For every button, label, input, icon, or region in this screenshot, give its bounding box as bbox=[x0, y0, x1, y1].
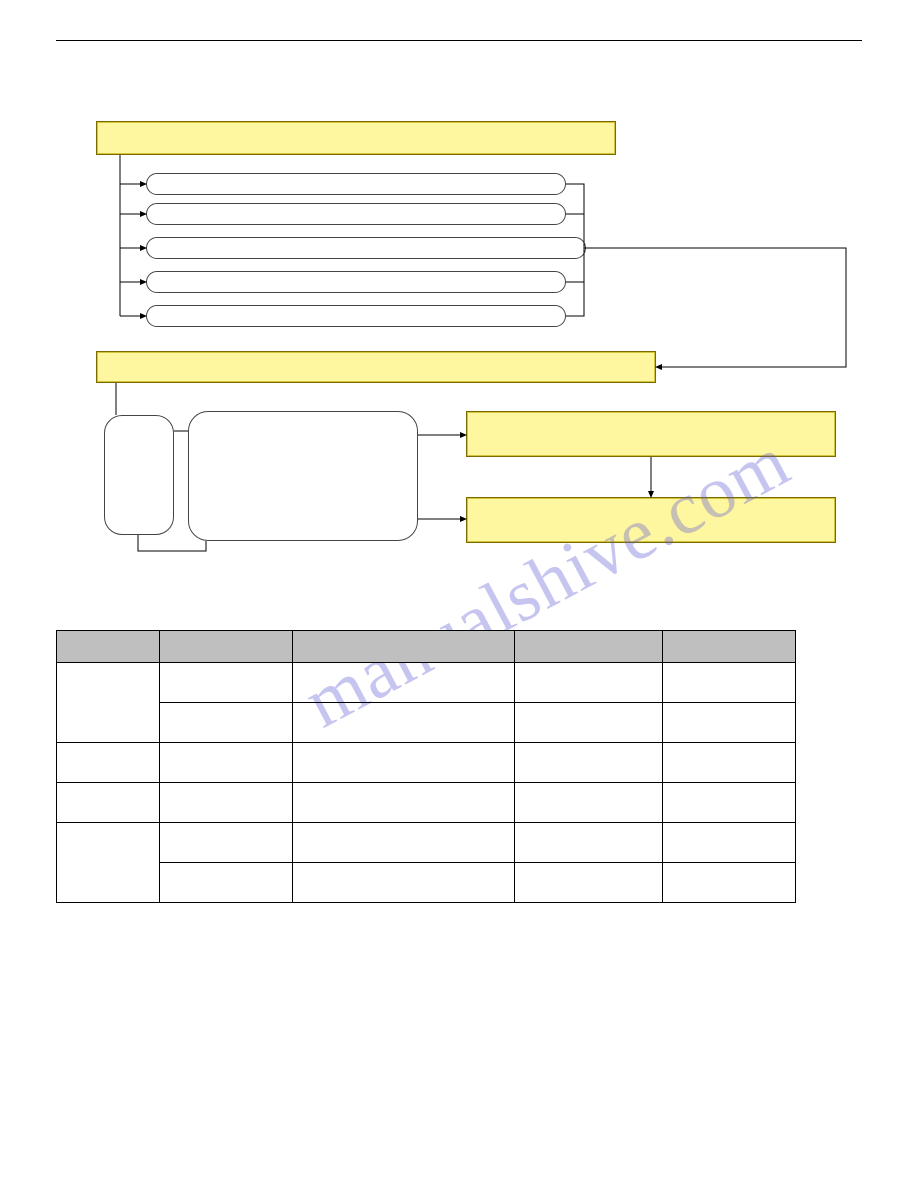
table-row bbox=[57, 823, 796, 863]
table-cell bbox=[662, 783, 795, 823]
table-cell bbox=[515, 703, 663, 743]
flow-box-r5 bbox=[146, 305, 566, 327]
table-cell bbox=[57, 823, 160, 903]
table-cell bbox=[160, 783, 293, 823]
flowchart-diagram bbox=[56, 51, 862, 571]
table-row bbox=[57, 863, 796, 903]
table-cell bbox=[515, 743, 663, 783]
table-header-cell bbox=[293, 631, 515, 663]
table-cell bbox=[57, 743, 160, 783]
table-header-cell bbox=[160, 631, 293, 663]
table-cell bbox=[160, 743, 293, 783]
flow-box-r1 bbox=[146, 173, 566, 195]
table-cell bbox=[293, 663, 515, 703]
table-cell bbox=[515, 823, 663, 863]
flow-box-y4 bbox=[466, 497, 836, 543]
table-cell bbox=[662, 743, 795, 783]
page-content bbox=[56, 40, 862, 571]
table-cell bbox=[160, 823, 293, 863]
table-cell bbox=[160, 863, 293, 903]
table-cell bbox=[293, 743, 515, 783]
table-row bbox=[57, 663, 796, 703]
top-rule bbox=[56, 40, 862, 41]
table-cell bbox=[515, 783, 663, 823]
data-table bbox=[56, 630, 796, 903]
table-cell bbox=[57, 783, 160, 823]
table-header-cell bbox=[57, 631, 160, 663]
table-row bbox=[57, 743, 796, 783]
table-header-cell bbox=[515, 631, 663, 663]
flow-box-large bbox=[188, 411, 418, 541]
table-cell bbox=[662, 863, 795, 903]
flow-box-r3 bbox=[146, 237, 586, 259]
table-cell bbox=[160, 663, 293, 703]
flow-box-y1 bbox=[96, 121, 616, 155]
table-header-cell bbox=[662, 631, 795, 663]
table-cell bbox=[293, 783, 515, 823]
table-cell bbox=[662, 823, 795, 863]
table-row bbox=[57, 703, 796, 743]
table-cell bbox=[160, 703, 293, 743]
table-cell bbox=[293, 703, 515, 743]
flow-box-y2 bbox=[96, 351, 656, 383]
flow-box-y3 bbox=[466, 411, 836, 457]
table-cell bbox=[662, 663, 795, 703]
table-cell bbox=[662, 703, 795, 743]
flow-box-r4 bbox=[146, 271, 566, 293]
flow-box-small bbox=[104, 415, 174, 535]
table-header-row bbox=[57, 631, 796, 663]
table-cell bbox=[293, 823, 515, 863]
table-cell bbox=[57, 663, 160, 743]
table-cell bbox=[515, 863, 663, 903]
flow-box-r2 bbox=[146, 203, 566, 225]
table-cell bbox=[515, 663, 663, 703]
table-cell bbox=[293, 863, 515, 903]
table-row bbox=[57, 783, 796, 823]
